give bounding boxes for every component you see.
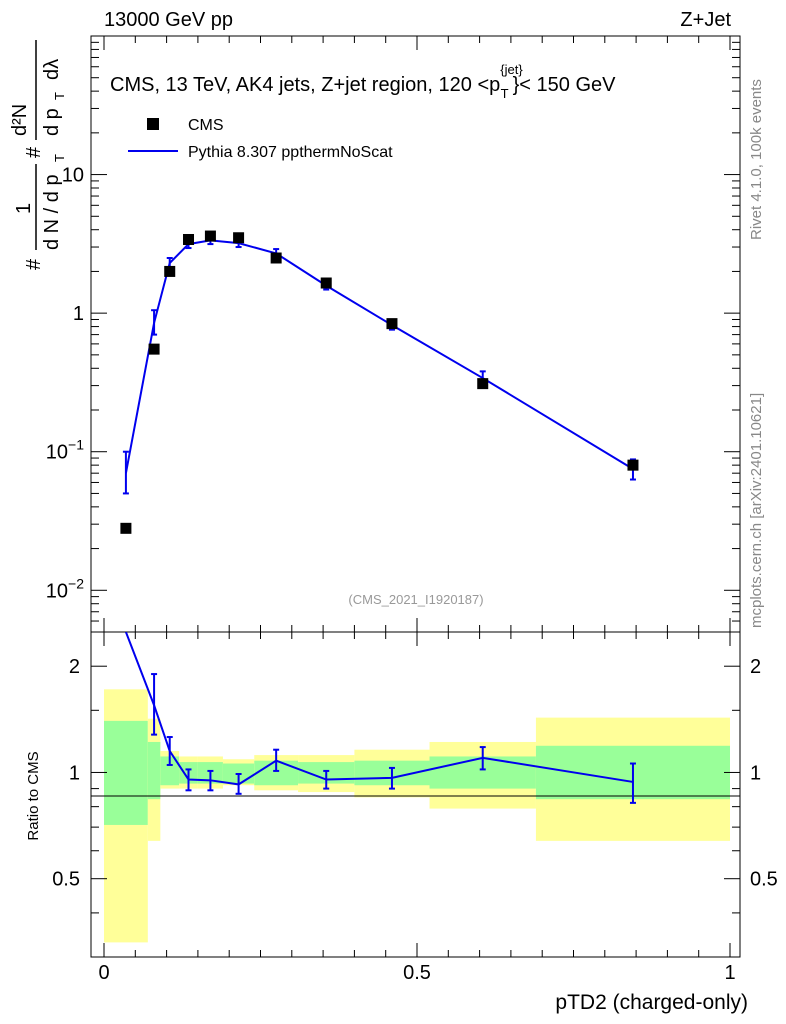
ratio-series-group (124, 632, 636, 804)
main-plot-title: CMS, 13 TeV, AK4 jets, Z+jet region, 120… (110, 62, 616, 101)
ylabel-dpt: d p (41, 108, 63, 136)
cms-data-point (164, 265, 176, 277)
ratio-band-inner (104, 720, 148, 825)
pythia-line (124, 239, 634, 474)
ylabel-one: 1 (13, 203, 35, 214)
ratio-y-tick-label-right: 2 (750, 656, 761, 678)
x-tick-label: 1 (724, 962, 735, 984)
cms-data-point (233, 232, 245, 244)
main-y-tick-label: 10 (62, 165, 84, 187)
main-y-tick-base: 10 (46, 580, 68, 602)
cms-data-point (627, 459, 639, 471)
main-title-prefix: CMS, 13 TeV, AK4 jets, Z+jet region, 120… (110, 74, 500, 96)
ratio-y-axis-label: Ratio to CMS (25, 751, 42, 840)
mcplots-credit: mcplots.cern.ch [arXiv:2401.10621] (748, 393, 765, 628)
main-title-suffix: }< 150 GeV (513, 74, 617, 96)
ylabel-hash-2: # (23, 146, 45, 158)
ratio-y-tick-label-right: 0.5 (750, 869, 778, 891)
cms-data-point (477, 378, 489, 390)
main-y-tick-label: 10−2 (46, 575, 84, 602)
legend-cms-marker (147, 118, 159, 130)
legend-pythia-label: Pythia 8.307 ppthermNoScat (188, 144, 393, 161)
ylabel-sub-t-2: T (52, 92, 67, 100)
cms-data-point (183, 233, 195, 245)
cms-data-point (270, 252, 282, 264)
x-axis-label: pTD2 (charged-only) (555, 991, 748, 1014)
ratio-y-tick-label: 2 (69, 656, 80, 678)
main-y-tick-label: 1 (73, 303, 84, 325)
main-y-axis-label: # 1 d N / d p T # d²N d p T dλ (9, 40, 67, 270)
ylabel-dlambda: dλ (41, 59, 63, 80)
ratio-y-tick-label-right: 1 (750, 762, 761, 784)
main-y-tick-label: 10−1 (46, 437, 84, 464)
ratio-axis-ticks: 0.5 0.5 1 1 2 2 0 0.5 1 (52, 632, 778, 984)
x-tick-label: 0.5 (403, 962, 431, 984)
ratio-plot-frame (90, 631, 741, 958)
ylabel-hash-1: # (23, 258, 45, 270)
cms-data-point (320, 277, 332, 289)
header-right: Z+Jet (680, 9, 731, 31)
main-y-tick-exp: −1 (68, 437, 84, 453)
main-y-tick-exp: −2 (68, 575, 84, 591)
analysis-id: (CMS_2021_I1920187) (348, 592, 483, 607)
main-y-tick-base: 10 (46, 442, 68, 464)
ylabel-dn-dpt: d N / d p (41, 174, 63, 250)
legend-cms-label: CMS (188, 117, 224, 134)
rivet-version: Rivet 4.1.0, 100k events (748, 79, 765, 240)
ylabel-sub-t-1: T (52, 154, 67, 162)
cms-data-point (386, 318, 398, 330)
main-title-sub: T (501, 86, 509, 101)
header-left: 13000 GeV pp (104, 9, 233, 31)
ratio-y-tick-label: 1 (69, 762, 80, 784)
cms-data-point (204, 230, 216, 242)
x-tick-label: 0 (98, 962, 109, 984)
cms-data-point (120, 522, 132, 534)
cms-data-point (148, 343, 160, 355)
ratio-y-tick-label: 0.5 (52, 869, 80, 891)
main-title-sup: {jet} (500, 62, 523, 77)
ratio-band-inner (147, 741, 161, 800)
ratio-band-inner (160, 756, 180, 786)
ylabel-d2n: d²N (9, 104, 31, 136)
